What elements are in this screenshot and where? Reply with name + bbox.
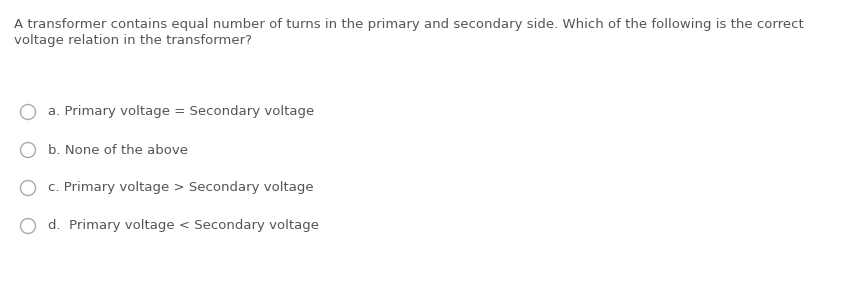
Text: A transformer contains equal number of turns in the primary and secondary side. : A transformer contains equal number of t…	[14, 18, 804, 31]
Text: c. Primary voltage > Secondary voltage: c. Primary voltage > Secondary voltage	[48, 181, 314, 195]
Text: a. Primary voltage = Secondary voltage: a. Primary voltage = Secondary voltage	[48, 106, 314, 119]
Text: d.  Primary voltage < Secondary voltage: d. Primary voltage < Secondary voltage	[48, 220, 319, 232]
Text: voltage relation in the transformer?: voltage relation in the transformer?	[14, 34, 252, 47]
Text: b. None of the above: b. None of the above	[48, 144, 188, 156]
